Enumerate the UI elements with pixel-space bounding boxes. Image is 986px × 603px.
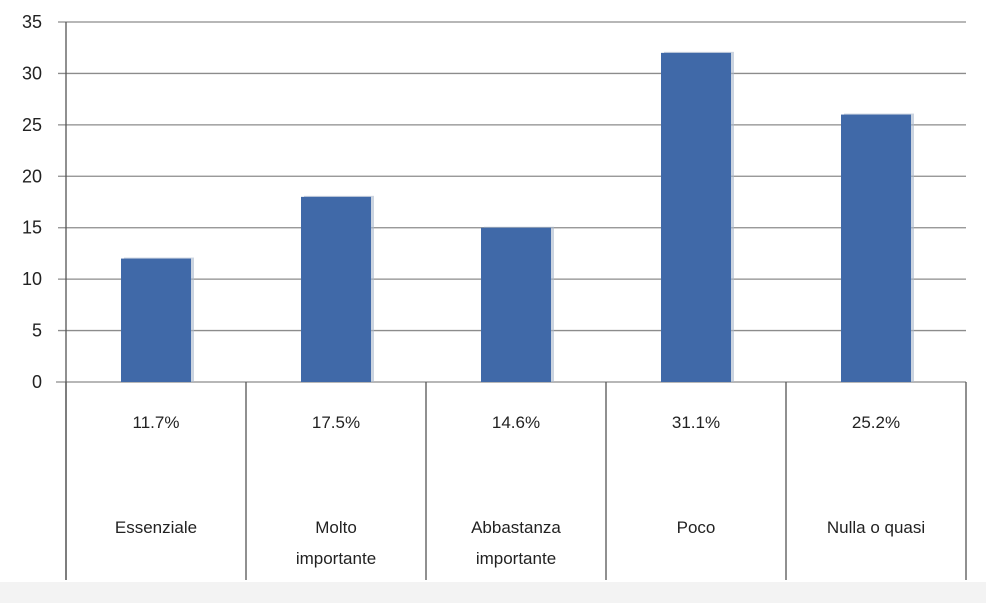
data-label: 11.7% <box>133 413 180 432</box>
bars <box>121 51 914 383</box>
bar <box>841 114 911 383</box>
category-label: Essenziale <box>115 518 197 537</box>
data-label: 14.6% <box>492 413 540 432</box>
y-tick-label: 5 <box>32 321 42 341</box>
data-table: 11.7% 17.5% 14.6% 31.1% 25.2% Essenziale Molto… <box>65 382 967 580</box>
category-label: Poco <box>677 518 716 537</box>
y-tick-label: 10 <box>22 269 42 289</box>
data-label: 31.1% <box>672 413 720 432</box>
data-label: 17.5% <box>312 413 360 432</box>
category-label: Nulla o quasi <box>827 518 925 537</box>
data-label: 25.2% <box>852 413 900 432</box>
y-tick-label: 0 <box>32 372 42 392</box>
y-tick-label: 30 <box>22 63 42 83</box>
y-tick-label: 35 <box>22 12 42 32</box>
bar <box>481 227 551 382</box>
y-tick-label: 20 <box>22 166 42 186</box>
category-label: Molto importante <box>296 518 376 568</box>
bar <box>661 52 731 382</box>
y-axis-tick-labels: 0 5 10 15 20 25 30 35 <box>22 12 42 392</box>
category-label: Abbastanza importante <box>471 518 561 568</box>
bar <box>301 196 371 382</box>
y-tick-label: 15 <box>22 218 42 238</box>
y-tick-label: 25 <box>22 115 42 135</box>
bar <box>121 258 191 382</box>
